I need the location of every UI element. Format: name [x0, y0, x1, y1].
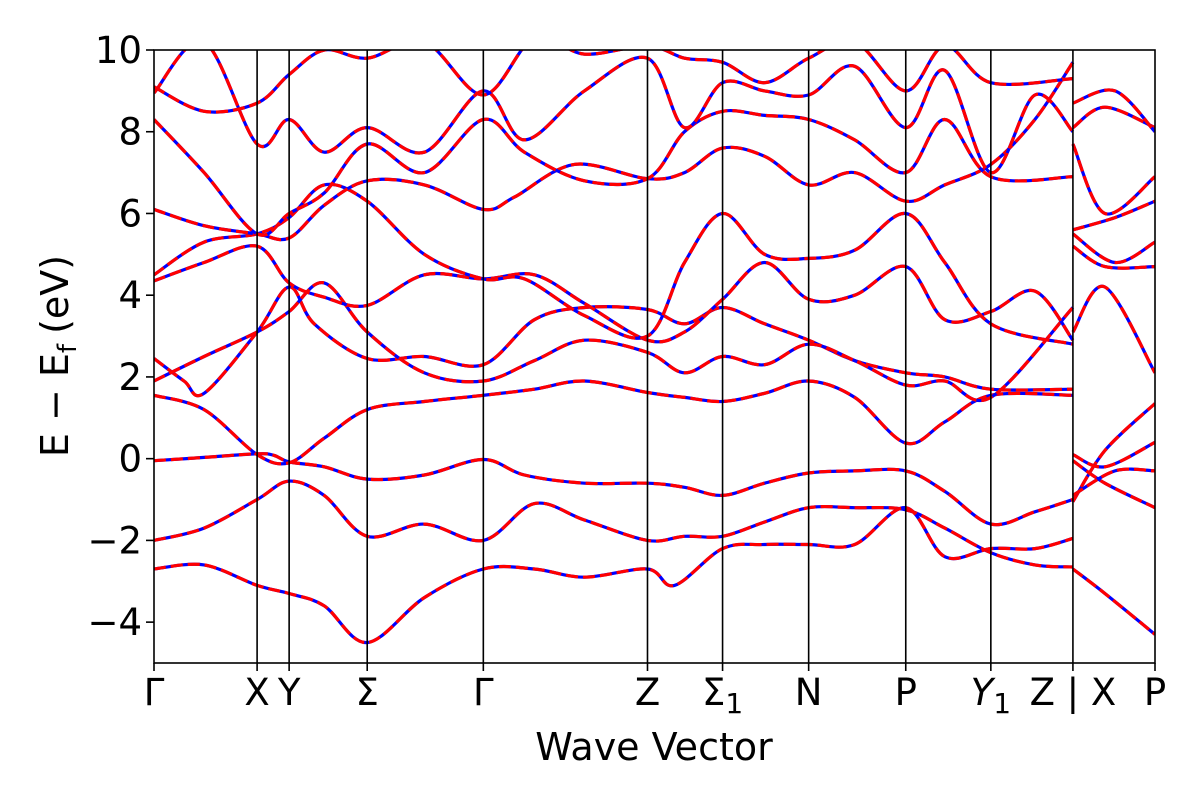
x-tick-label-10: Z | X	[1030, 671, 1117, 714]
y-axis-ticks: −4 −2 0 2 4 6 8 10	[87, 29, 154, 644]
band-3-solid	[154, 506, 1074, 645]
band-1-solid	[154, 379, 1073, 466]
band-3-dashed	[154, 506, 1074, 645]
band-6-dashed	[154, 244, 1075, 344]
x-tick-label-6: Σ1	[702, 671, 743, 720]
x-tick-label-7: N	[795, 671, 823, 714]
band-23-dashed	[1072, 88, 1155, 133]
y-tick-label-3: 2	[118, 356, 142, 399]
band-12-dashed	[1071, 402, 1155, 503]
x-tick-label-2: Y	[277, 671, 301, 714]
band-4-solid	[154, 285, 1073, 398]
band-22-dashed	[1071, 105, 1155, 130]
y-tick-label-0: −4	[87, 601, 142, 644]
y-tick-label-2: 0	[118, 438, 142, 481]
x-tick-label-4: Γ	[473, 671, 494, 714]
x-tick-label-8: P	[895, 671, 917, 714]
band-6-solid	[154, 244, 1075, 344]
x-tick-label-5: Z	[635, 671, 660, 714]
band-4-dashed	[154, 285, 1073, 398]
x-tick-label-11: P	[1144, 671, 1166, 714]
band-19-solid	[1071, 232, 1155, 265]
band-lines	[154, 50, 1155, 645]
y-tick-label-4: 4	[118, 274, 142, 317]
y-axis-label: E − Ef (eV)	[33, 255, 83, 457]
band-0-solid	[154, 452, 1074, 527]
x-tick-label-0: Γ	[144, 671, 165, 714]
x-tick-label-1: X	[244, 671, 269, 714]
band-1-dashed	[154, 379, 1073, 466]
band-0-dashed	[154, 452, 1074, 527]
band-21-dashed	[1071, 143, 1155, 216]
band-18-dashed	[1071, 244, 1155, 270]
x-tick-label-3: Σ	[356, 671, 379, 714]
x-axis-ticks: Γ X Y Σ Γ Z Σ1 N P Y1 Z | X P	[144, 663, 1166, 720]
band-23-solid	[1072, 88, 1155, 133]
y-tick-label-6: 8	[118, 111, 142, 154]
y-axis-label-subscript: f	[53, 343, 83, 353]
band-10-dashed	[154, 50, 1075, 175]
y-tick-label-7: 10	[95, 29, 142, 72]
band-15-dashed	[1072, 467, 1155, 497]
band-17-dashed	[1071, 284, 1155, 374]
x-axis-label: Wave Vector	[535, 725, 773, 769]
kpoint-lines	[256, 50, 1074, 663]
band-17-solid	[1071, 284, 1155, 374]
y-tick-label-5: 6	[118, 192, 142, 235]
band-5-dashed	[154, 281, 1075, 403]
band-16-dashed	[1071, 567, 1155, 636]
band-19-dashed	[1071, 232, 1155, 265]
band-13-solid	[1071, 459, 1155, 510]
y-tick-label-1: −2	[87, 519, 142, 562]
band-10-solid	[154, 50, 1075, 175]
band-2-dashed	[154, 479, 1074, 569]
band-13-dashed	[1071, 459, 1155, 510]
plot-frame	[153, 49, 1156, 664]
band-2-solid	[154, 479, 1074, 569]
band-14-dashed	[1072, 440, 1155, 469]
y-axis-label-unit: (eV)	[33, 255, 77, 334]
x-tick-label-9: Y1	[971, 671, 1011, 720]
band-20-dashed	[1072, 199, 1155, 232]
y-axis-label-main: E − E	[33, 353, 77, 457]
